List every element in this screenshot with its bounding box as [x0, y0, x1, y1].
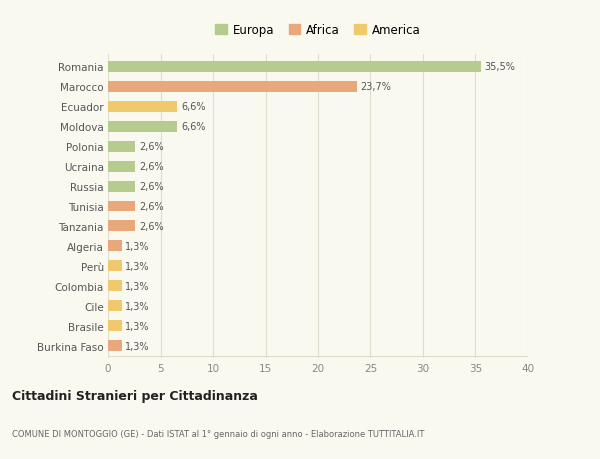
Text: 1,3%: 1,3%	[125, 281, 150, 291]
Bar	[108, 241, 122, 252]
Text: 1,3%: 1,3%	[125, 261, 150, 271]
Text: 2,6%: 2,6%	[139, 202, 164, 212]
Text: 1,3%: 1,3%	[125, 241, 150, 252]
Text: Cittadini Stranieri per Cittadinanza: Cittadini Stranieri per Cittadinanza	[12, 389, 258, 403]
Bar	[108, 301, 122, 312]
Text: 6,6%: 6,6%	[181, 122, 205, 132]
Bar	[108, 181, 136, 192]
Bar	[108, 161, 136, 172]
Text: 1,3%: 1,3%	[125, 321, 150, 331]
Text: 2,6%: 2,6%	[139, 162, 164, 172]
Bar	[108, 141, 136, 152]
Bar	[108, 281, 122, 292]
Text: 35,5%: 35,5%	[484, 62, 515, 72]
Bar	[108, 341, 122, 352]
Bar	[108, 261, 122, 272]
Bar	[108, 82, 357, 92]
Text: 2,6%: 2,6%	[139, 182, 164, 191]
Text: 6,6%: 6,6%	[181, 102, 205, 112]
Bar	[108, 62, 481, 73]
Text: 1,3%: 1,3%	[125, 301, 150, 311]
Text: 2,6%: 2,6%	[139, 222, 164, 231]
Text: 2,6%: 2,6%	[139, 142, 164, 152]
Bar	[108, 201, 136, 212]
Bar	[108, 321, 122, 331]
Text: 23,7%: 23,7%	[361, 82, 391, 92]
Bar	[108, 121, 178, 132]
Bar	[108, 221, 136, 232]
Bar	[108, 101, 178, 112]
Text: 1,3%: 1,3%	[125, 341, 150, 351]
Text: COMUNE DI MONTOGGIO (GE) - Dati ISTAT al 1° gennaio di ogni anno - Elaborazione : COMUNE DI MONTOGGIO (GE) - Dati ISTAT al…	[12, 429, 424, 438]
Legend: Europa, Africa, America: Europa, Africa, America	[213, 22, 423, 39]
